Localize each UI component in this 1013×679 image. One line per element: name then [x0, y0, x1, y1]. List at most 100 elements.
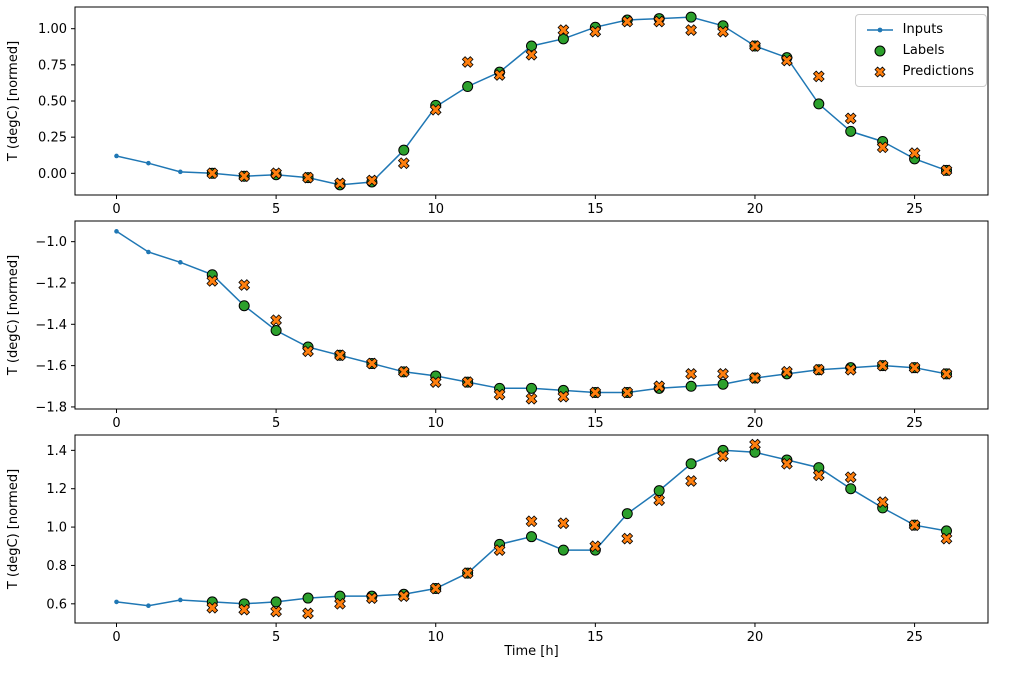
y-axis-label: T (degC) [normed] — [6, 41, 21, 162]
x-tick-label: 25 — [906, 202, 923, 217]
prediction-marker — [270, 605, 282, 618]
x-tick-label: 20 — [747, 416, 764, 431]
label-marker — [238, 300, 250, 312]
x-tick-label: 20 — [747, 630, 764, 645]
x-tick-label: 15 — [587, 202, 604, 217]
legend-label-inputs: Inputs — [902, 22, 944, 37]
label-marker — [621, 508, 633, 520]
inputs-point — [146, 603, 151, 609]
prediction-marker — [238, 279, 251, 291]
label-marker — [813, 98, 825, 110]
subplot-2-canvas: −1.8 −1.6 −1.4 −1.2 −1.0 0 5 10 15 20 25 T (degC) [… — [6, 220, 989, 431]
label-marker — [526, 382, 537, 394]
label-marker — [717, 378, 729, 390]
prediction-marker — [334, 349, 346, 362]
y-tick-label: 0.8 — [46, 559, 67, 574]
axes-frame — [74, 220, 989, 410]
prediction-marker — [876, 496, 889, 508]
prediction-marker — [270, 314, 282, 327]
prediction-marker — [876, 141, 889, 154]
inputs-line-icon — [866, 27, 893, 32]
prediction-marker — [429, 582, 442, 595]
y-axis-label: T (degC) [normed] — [6, 255, 21, 376]
inputs-point — [114, 229, 119, 234]
prediction-marker — [238, 603, 251, 616]
predictions-sample-x — [874, 65, 886, 78]
legend-item-labels: Labels — [865, 43, 974, 58]
y-tick-label: 0.25 — [38, 131, 67, 146]
x-tick-label: 5 — [272, 630, 280, 645]
prediction-marker — [749, 438, 761, 451]
prediction-marker — [397, 157, 410, 170]
y-tick-label: 1.4 — [46, 444, 67, 459]
prediction-marker — [653, 380, 666, 393]
prediction-marker — [429, 376, 442, 388]
prediction-marker — [844, 471, 857, 484]
axes-frame — [74, 434, 989, 624]
prediction-marker — [493, 544, 506, 556]
x-tick-label: 0 — [112, 630, 120, 645]
inputs-point — [146, 160, 151, 166]
prediction-marker — [557, 517, 570, 530]
prediction-marker — [270, 167, 282, 180]
inputs-point — [178, 169, 183, 175]
label-marker — [845, 483, 857, 495]
label-marker — [685, 380, 697, 392]
y-tick-label: 0.00 — [38, 167, 67, 182]
prediction-marker — [238, 170, 251, 183]
prediction-marker — [717, 25, 729, 38]
label-marker — [557, 33, 569, 45]
prediction-marker — [334, 597, 346, 610]
x-tick-label: 0 — [112, 202, 120, 217]
prediction-marker — [589, 386, 602, 399]
prediction-marker — [749, 40, 761, 52]
prediction-marker — [206, 601, 219, 614]
prediction-marker — [429, 103, 442, 116]
prediction-marker — [493, 388, 506, 401]
prediction-marker — [493, 69, 506, 81]
inputs-point — [178, 597, 183, 603]
prediction-marker — [844, 363, 857, 376]
y-tick-label: 1.2 — [46, 482, 67, 497]
prediction-marker — [812, 469, 825, 482]
prediction-marker — [557, 24, 570, 36]
prediction-marker — [685, 24, 697, 36]
legend: Inputs Labels Predictions — [854, 14, 987, 87]
inputs-point — [114, 153, 119, 159]
prediction-marker — [397, 590, 410, 602]
legend-item-inputs: Inputs — [865, 22, 974, 37]
x-tick-label: 10 — [427, 630, 444, 645]
prediction-marker — [717, 368, 729, 380]
prediction-marker — [749, 372, 761, 384]
prediction-marker — [812, 70, 825, 83]
label-marker — [526, 40, 537, 52]
x-tick-label: 10 — [427, 202, 444, 217]
y-tick-label: −1.0 — [35, 235, 67, 250]
predictions-x-icon — [874, 65, 886, 78]
label-marker — [270, 324, 282, 336]
prediction-marker — [812, 363, 825, 376]
label-marker — [398, 144, 410, 156]
x-tick-label: 20 — [747, 202, 764, 217]
y-tick-label: −1.6 — [35, 359, 67, 374]
prediction-marker — [589, 540, 602, 553]
legend-label-predictions: Predictions — [902, 64, 974, 79]
x-tick-label: 25 — [906, 630, 923, 645]
prediction-marker — [461, 56, 474, 68]
prediction-marker — [302, 607, 314, 620]
prediction-marker — [940, 368, 953, 380]
prediction-marker — [589, 25, 602, 38]
label-marker — [302, 592, 314, 604]
inputs-point — [114, 599, 119, 605]
prediction-marker — [781, 54, 793, 67]
prediction-marker — [781, 457, 793, 470]
label-marker — [270, 596, 282, 608]
x-tick-label: 25 — [906, 416, 923, 431]
label-marker — [462, 81, 474, 93]
prediction-marker — [876, 359, 889, 372]
prediction-marker — [302, 345, 314, 358]
prediction-marker — [940, 164, 953, 177]
prediction-marker — [908, 361, 921, 374]
y-tick-label: 0.6 — [46, 597, 67, 612]
